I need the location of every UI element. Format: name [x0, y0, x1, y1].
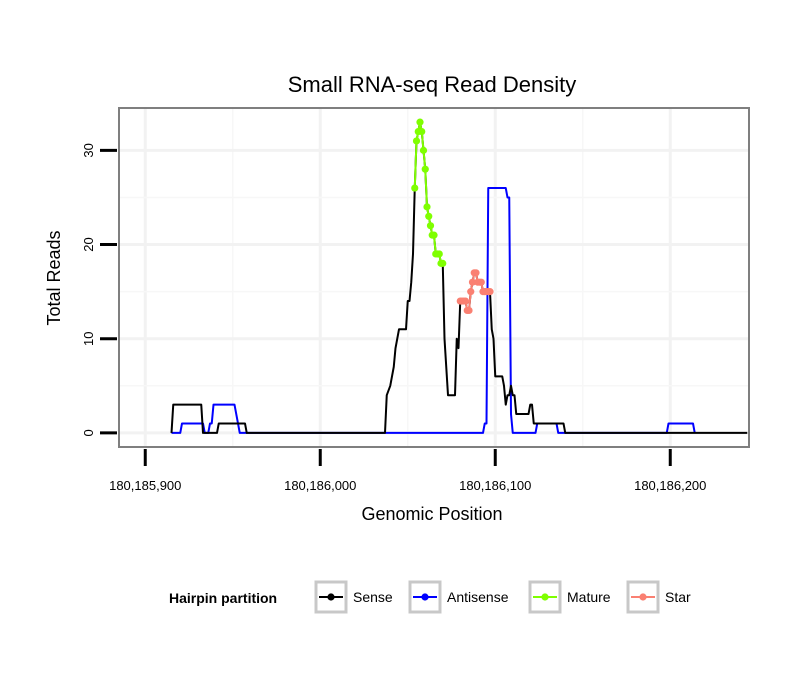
- y-tick-label: 20: [81, 237, 96, 251]
- series-point-star: [486, 288, 494, 296]
- series-point-mature: [421, 165, 429, 173]
- legend-label-sense: Sense: [353, 589, 393, 605]
- y-tick-label: 30: [81, 143, 96, 157]
- series-point-mature: [419, 146, 428, 154]
- x-tick-label: 180,186,200: [634, 478, 706, 493]
- legend-key-point-antisense: [421, 593, 429, 601]
- series-point-mature: [425, 212, 433, 220]
- legend-label-mature: Mature: [567, 589, 611, 605]
- series-point-mature: [416, 118, 424, 126]
- legend-label-star: Star: [665, 589, 691, 605]
- series-layer: [170, 118, 748, 434]
- legend-key-point-star: [639, 593, 647, 601]
- y-tick-label: 10: [81, 331, 96, 345]
- series-point-mature: [439, 259, 447, 267]
- y-tick-label: 0: [81, 429, 96, 436]
- y-axis-title: Total Reads: [44, 230, 64, 325]
- series-point-star: [467, 288, 475, 296]
- plot-background: [119, 108, 749, 447]
- series-point-star: [477, 278, 485, 286]
- series-point-mature: [435, 250, 443, 258]
- legend-entries: Sense Antisense Mature Star: [314, 580, 691, 614]
- legend-key-point-sense: [327, 593, 335, 601]
- series-point-mature: [430, 231, 438, 239]
- x-tick-label: 180,186,000: [284, 478, 356, 493]
- grid-lines: [119, 108, 749, 447]
- series-point-mature: [412, 137, 421, 145]
- series-point-mature: [426, 222, 435, 230]
- series-point-mature: [411, 184, 419, 192]
- series-point-star: [461, 297, 470, 305]
- series-point-mature: [423, 203, 431, 211]
- plot-border: [118, 107, 750, 448]
- x-tick-label: 180,185,900: [109, 478, 181, 493]
- series-point-star: [465, 306, 473, 315]
- legend-key-point-mature: [541, 593, 549, 601]
- series-point-star: [468, 278, 477, 286]
- x-axis-title: Genomic Position: [361, 504, 502, 524]
- x-tick-label: 180,186,100: [459, 478, 531, 493]
- series-line-sense: [170, 121, 748, 434]
- legend-title: Hairpin partition: [169, 590, 277, 606]
- plot-panel: [118, 107, 750, 448]
- legend-label-antisense: Antisense: [447, 589, 509, 605]
- legend: Hairpin partition Sense Antisense Mature St…: [169, 580, 691, 614]
- series-point-star: [472, 269, 480, 277]
- chart-title: Small RNA-seq Read Density: [288, 72, 577, 97]
- y-axis: 0 10 20 30: [81, 143, 117, 436]
- series-point-mature: [418, 127, 426, 136]
- x-axis: 180,185,900 180,186,000 180,186,100 180,186…: [109, 449, 706, 493]
